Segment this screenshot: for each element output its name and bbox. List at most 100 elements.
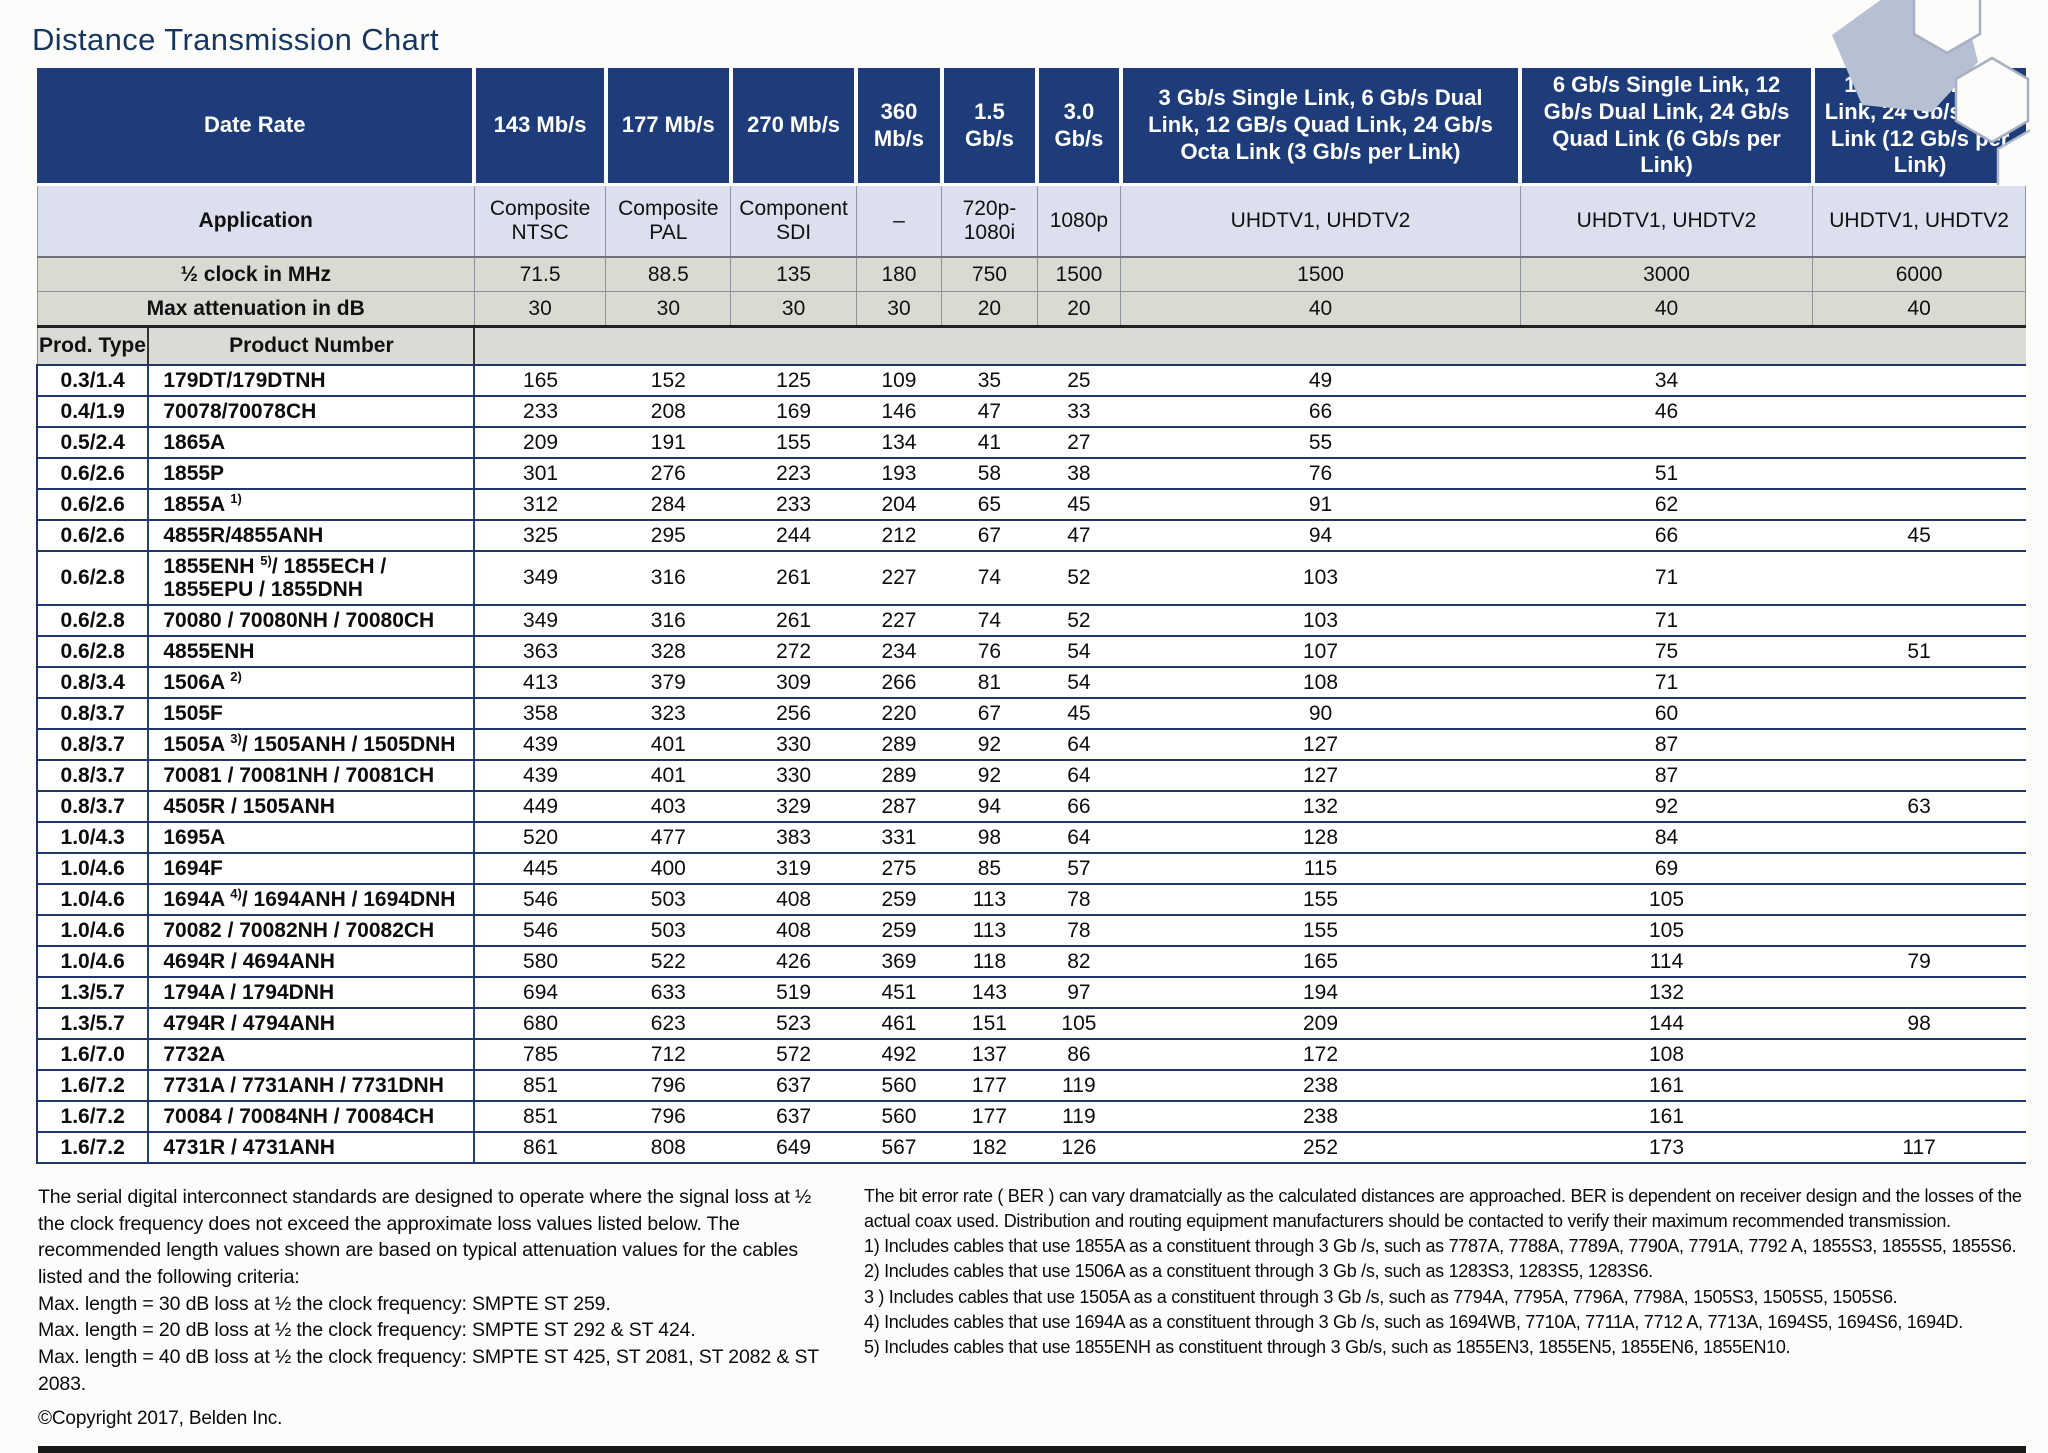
product-number-cell: 70078/70078CH [148, 395, 476, 428]
prod-type-cell: 0.8/3.7 [35, 697, 150, 730]
distance-value-cell: 408 [730, 914, 857, 947]
distance-value-cell: 503 [605, 914, 731, 947]
distance-value-cell: 92 [941, 759, 1038, 792]
rate-column-header: 3.0 Gb/s [1037, 68, 1123, 187]
distance-value-cell: 137 [941, 1038, 1038, 1071]
distance-value-cell: 319 [730, 852, 857, 885]
distance-value-cell: 65 [941, 488, 1038, 521]
product-number-cell: 1694F [148, 852, 476, 885]
footnote-note-line: 3 ) Includes cables that use 1505A as a … [864, 1286, 1898, 1307]
distance-value-cell: 289 [856, 728, 942, 761]
distance-value-cell: 520 [474, 821, 606, 854]
distance-value-cell: 66 [1520, 519, 1813, 552]
distance-value-cell: 191 [605, 426, 731, 459]
footnote-left-column: The serial digital interconnect standard… [38, 1184, 830, 1433]
distance-value-cell: 76 [941, 635, 1038, 668]
prod-type-cell: 0.6/2.8 [35, 604, 150, 637]
application-cell: UHDTV1, UHDTV2 [1120, 184, 1521, 258]
footnote-right-paragraph: The bit error rate ( BER ) can vary dram… [864, 1185, 2022, 1232]
product-number-cell: 70084 / 70084NH / 70084CH [148, 1100, 476, 1133]
half-clock-label: ½ clock in MHz [36, 256, 475, 293]
distance-value-cell: 97 [1037, 976, 1121, 1009]
max-attenuation-cell: 30 [605, 291, 732, 328]
distance-value-cell: 109 [856, 364, 942, 397]
distance-value-cell: 461 [856, 1007, 942, 1040]
distance-value-cell: 105 [1520, 914, 1813, 947]
max-attenuation-cell: 40 [1519, 291, 1814, 328]
distance-value-cell: 295 [605, 519, 731, 552]
distance-value-cell: 301 [474, 457, 606, 490]
distance-value-cell: 851 [474, 1100, 606, 1133]
distance-value-cell [1812, 728, 2026, 761]
distance-value-cell: 55 [1120, 426, 1521, 459]
distance-value-cell: 223 [730, 457, 857, 490]
distance-value-cell: 67 [941, 519, 1038, 552]
distance-value-cell: 52 [1037, 604, 1121, 637]
distance-value-cell: 45 [1037, 488, 1121, 521]
distance-value-cell: 194 [1120, 976, 1521, 1009]
prod-type-cell: 1.3/5.7 [35, 1007, 150, 1040]
distance-value-cell: 233 [730, 488, 857, 521]
distance-value-cell: 451 [856, 976, 942, 1009]
distance-value-cell: 155 [1120, 883, 1521, 916]
distance-value-cell [1812, 1038, 2026, 1071]
distance-value-cell: 312 [474, 488, 606, 521]
distance-value-cell: 261 [730, 604, 857, 637]
table-row: 0.8/3.7 1505A 3)/ 1505ANH / 1505DNH 439 401… [35, 728, 2026, 761]
table-row: 0.6/2.8 1855ENH 5)/ 1855ECH / 1855EPU / 1… [35, 550, 2026, 606]
distance-value-cell: 66 [1037, 790, 1121, 823]
distance-value-cell: 105 [1520, 883, 1813, 916]
product-number-cell: 1855A 1) [148, 488, 476, 521]
distance-value-cell: 238 [1120, 1069, 1521, 1102]
footnotes-section: The serial digital interconnect standard… [38, 1184, 2030, 1433]
distance-value-cell: 115 [1120, 852, 1521, 885]
distance-value-cell [1812, 426, 2026, 459]
distance-value-cell: 560 [856, 1100, 942, 1133]
application-cell: UHDTV1, UHDTV2 [1812, 184, 2026, 258]
distance-value-cell: 90 [1120, 697, 1521, 730]
prod-type-cell: 1.6/7.2 [35, 1131, 150, 1164]
max-attenuation-cell: 40 [1120, 291, 1521, 328]
distance-value-cell: 49 [1120, 364, 1521, 397]
distance-value-cell: 52 [1037, 550, 1121, 606]
distance-value-cell: 144 [1520, 1007, 1813, 1040]
prod-type-cell: 0.6/2.6 [35, 488, 150, 521]
distance-value-cell: 413 [474, 666, 606, 699]
application-cell: UHDTV1, UHDTV2 [1519, 184, 1814, 258]
product-number-cell: 7732A [148, 1038, 476, 1071]
distance-value-cell: 33 [1037, 395, 1121, 428]
distance-value-cell: 161 [1520, 1069, 1813, 1102]
distance-value-cell: 204 [856, 488, 942, 521]
prod-type-label: Prod. Type [36, 325, 150, 366]
distance-value-cell: 75 [1520, 635, 1813, 668]
table-row: 0.5/2.4 1865A 209 191 155 134 41 27 55 [35, 426, 2026, 459]
product-number-cell: 1855ENH 5)/ 1855ECH / 1855EPU / 1855DNH [148, 550, 476, 606]
distance-value-cell: 57 [1037, 852, 1121, 885]
table-row: 0.4/1.9 70078/70078CH 233 208 169 146 47 33 66 46 [35, 395, 2026, 428]
prod-type-cell: 1.6/7.0 [35, 1038, 150, 1071]
distance-value-cell: 64 [1037, 759, 1121, 792]
distance-value-cell: 193 [856, 457, 942, 490]
header-row-max-attenuation: Max attenuation in dB 30 30 30 30 20 20 40 40 40 [36, 291, 2026, 328]
distance-value-cell: 46 [1520, 395, 1813, 428]
distance-value-cell: 54 [1037, 666, 1121, 699]
max-attenuation-label: Max attenuation in dB [36, 291, 475, 328]
distance-value-cell: 400 [605, 852, 731, 885]
product-number-cell: 1865A [148, 426, 476, 459]
distance-value-cell: 45 [1812, 519, 2026, 552]
half-clock-cell: 71.5 [473, 256, 607, 293]
distance-value-cell [1812, 914, 2026, 947]
product-number-cell: 4731R / 4731ANH [148, 1131, 476, 1164]
distance-value-cell: 329 [730, 790, 857, 823]
distance-value-cell: 63 [1812, 790, 2026, 823]
distance-value-cell: 165 [474, 364, 606, 397]
product-number-cell: 1506A 2) [148, 666, 476, 699]
half-clock-cell: 135 [730, 256, 857, 293]
distance-value-cell: 477 [605, 821, 731, 854]
distance-value-cell: 331 [856, 821, 942, 854]
rate-column-header: 177 Mb/s [605, 68, 733, 187]
bottom-rule [38, 1446, 2026, 1453]
distance-value-cell: 92 [1520, 790, 1813, 823]
distance-value-cell: 259 [856, 914, 942, 947]
